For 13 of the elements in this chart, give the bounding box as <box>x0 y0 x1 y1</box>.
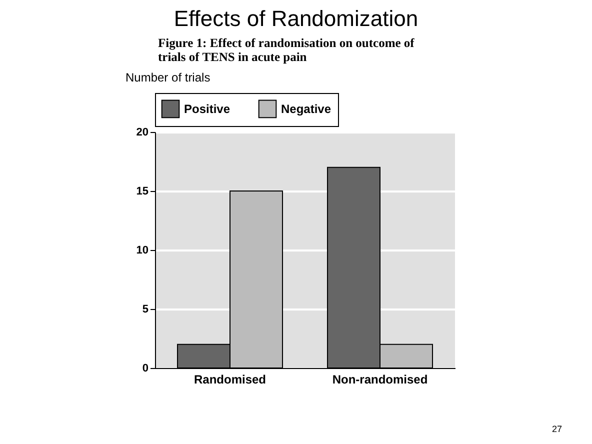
legend-label: Positive <box>184 102 230 116</box>
y-tick-label: 0 <box>142 362 148 374</box>
y-tick-label: 20 <box>136 126 148 138</box>
chart-subtitle: Figure 1: Effect of randomisation on outcome of trials of TENS in acute pain <box>158 36 416 64</box>
chart-title: Effects of Randomization <box>172 6 420 32</box>
legend-label: Negative <box>281 102 332 116</box>
y-axis-title: Number of trials <box>126 70 210 84</box>
x-tick-label: Randomised <box>194 372 266 386</box>
y-tick-label: 15 <box>136 186 148 198</box>
text: 27 <box>552 424 562 434</box>
y-tick-label: 10 <box>136 244 148 256</box>
y-tick-label: 5 <box>142 304 148 316</box>
x-tick-label: Non-randomised <box>332 372 428 386</box>
